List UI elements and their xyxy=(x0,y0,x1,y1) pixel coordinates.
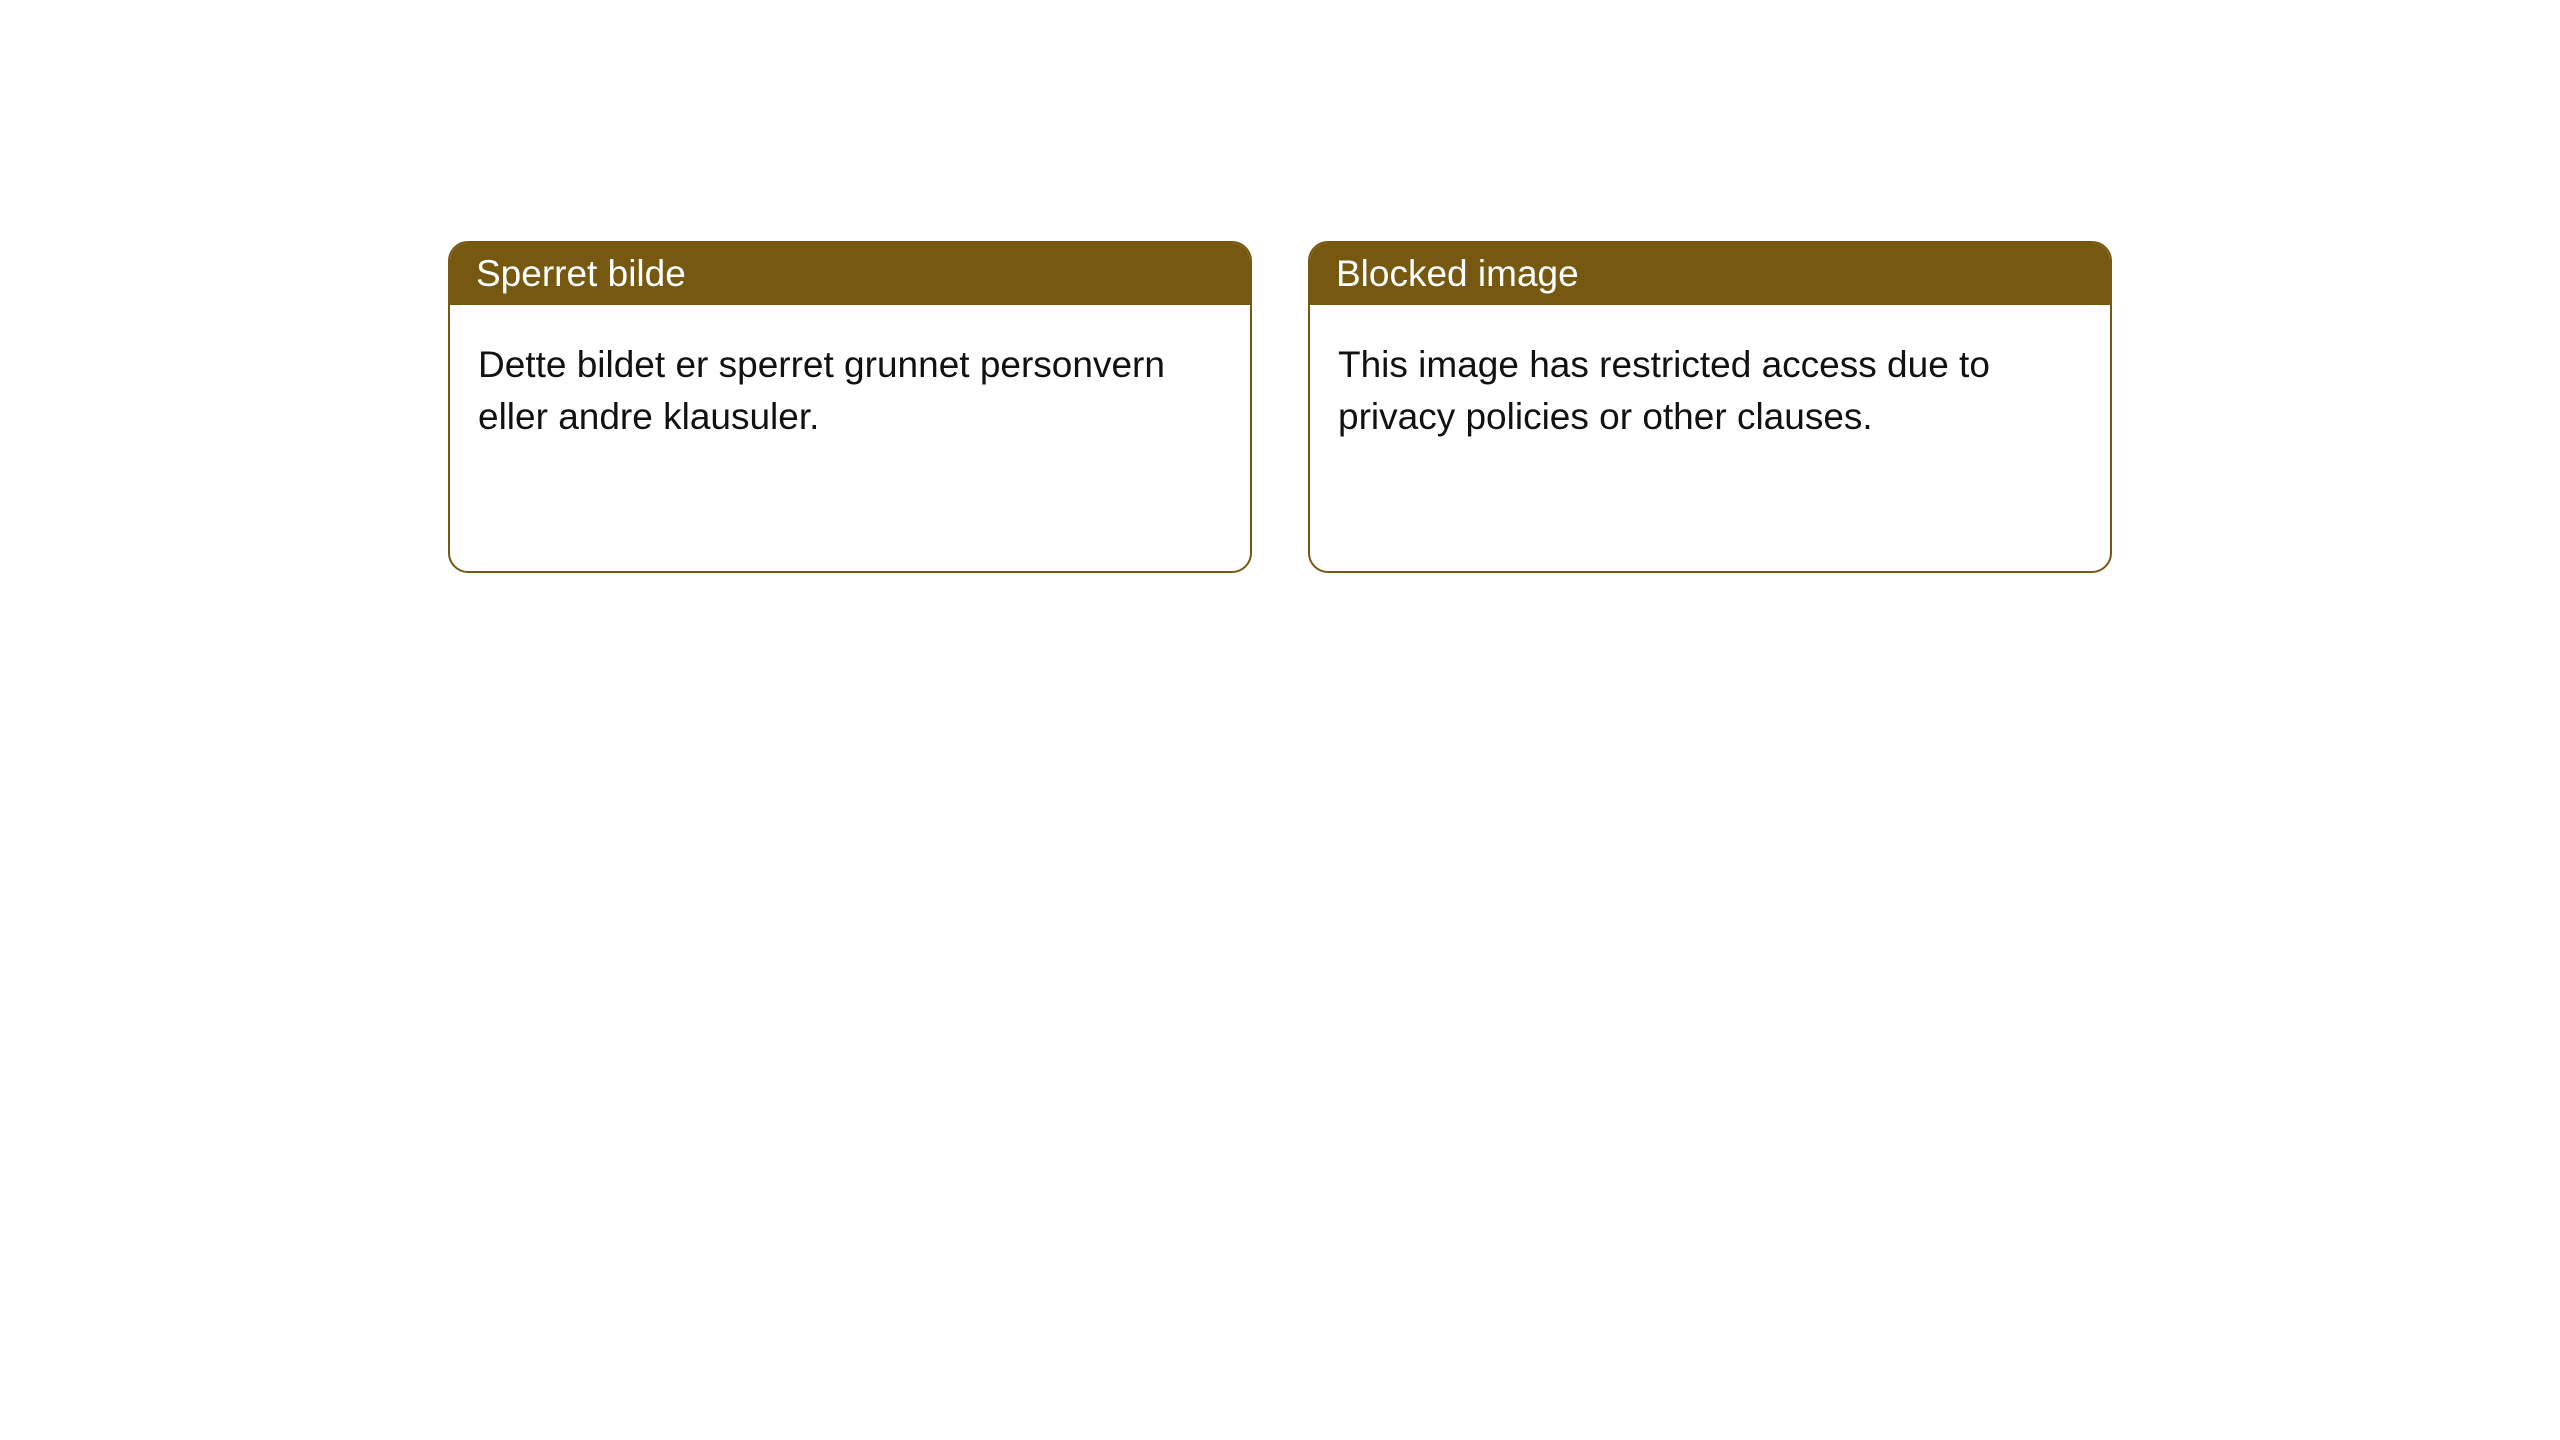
notice-container: Sperret bilde Dette bildet er sperret gr… xyxy=(0,0,2560,573)
notice-title: Sperret bilde xyxy=(450,243,1250,305)
notice-card-english: Blocked image This image has restricted … xyxy=(1308,241,2112,573)
notice-title: Blocked image xyxy=(1310,243,2110,305)
notice-card-norwegian: Sperret bilde Dette bildet er sperret gr… xyxy=(448,241,1252,573)
notice-body: This image has restricted access due to … xyxy=(1310,305,2110,477)
notice-body: Dette bildet er sperret grunnet personve… xyxy=(450,305,1250,477)
